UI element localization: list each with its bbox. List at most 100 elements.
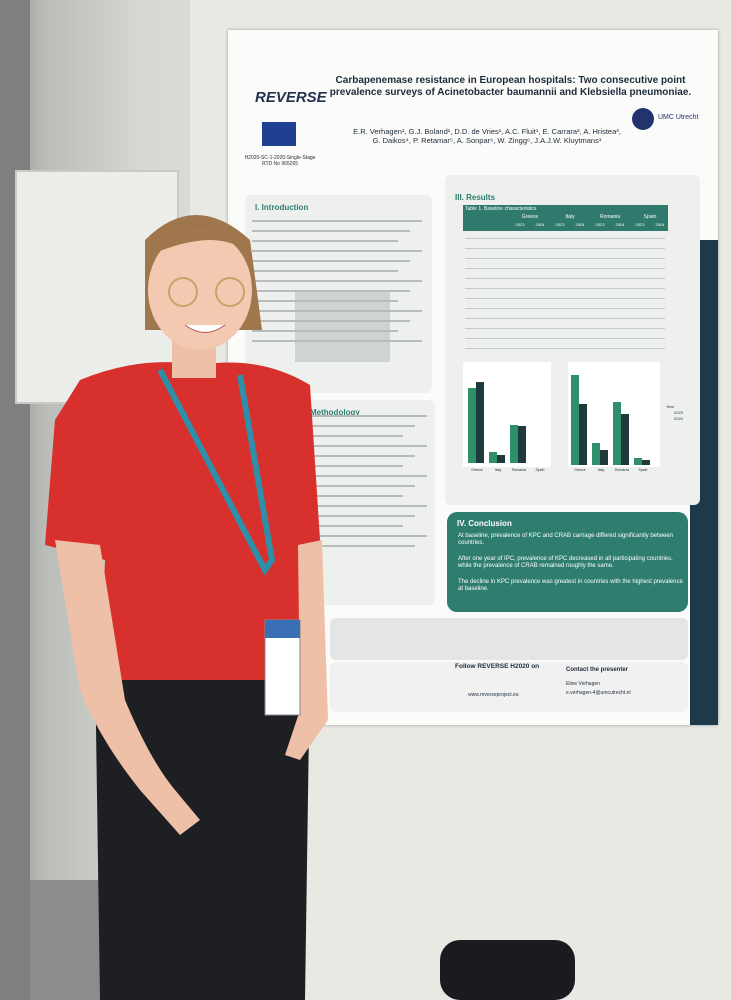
bar-shape — [476, 382, 484, 463]
text-line — [252, 465, 403, 467]
poster-title: Carbapenemase resistance in European hos… — [329, 75, 692, 98]
table-year: 2023 — [595, 222, 605, 227]
text-line — [252, 250, 422, 252]
footer-name: Eline Verhagen — [566, 681, 600, 687]
table-row — [465, 328, 665, 329]
bar-shape — [592, 443, 600, 465]
bar-shape — [600, 450, 608, 465]
text-line — [252, 505, 427, 507]
section-heading: I. Introduction — [255, 203, 309, 212]
bar-shape — [489, 452, 497, 463]
acknowledgement-bar — [330, 618, 688, 660]
text-line — [252, 260, 410, 262]
table-row — [465, 238, 665, 239]
bar-shape — [642, 460, 650, 465]
conclusion-text: After one year of IPC, prevalence of KPC… — [458, 556, 673, 570]
text-line — [252, 330, 398, 332]
text-line — [252, 310, 422, 312]
chart-x-label: Italy — [597, 468, 605, 472]
legend-entry: 2023 — [674, 410, 683, 415]
left-wall — [0, 0, 30, 1000]
text-line — [252, 415, 427, 417]
footer-box — [330, 662, 688, 712]
table-row — [465, 298, 665, 299]
chart-x-label: Greece — [471, 468, 483, 472]
text-line — [252, 515, 415, 517]
footer-email: e.verhagen-4@umcutrecht.nl — [566, 690, 631, 696]
table-country: Romania — [599, 214, 620, 220]
table-header — [463, 205, 668, 231]
badge-header — [265, 620, 300, 638]
bar-shape — [571, 375, 579, 465]
table-year: 2023 — [635, 222, 645, 227]
text-line — [252, 230, 410, 232]
institution: UMC Utrecht — [658, 114, 699, 121]
text-line — [252, 280, 422, 282]
table-year: 2024 — [615, 222, 625, 227]
bar-shape — [518, 426, 526, 463]
table-country: Spain — [643, 214, 657, 220]
right-arm — [285, 540, 328, 760]
legend-title: Year — [666, 404, 675, 409]
face — [148, 230, 252, 350]
text-line — [252, 435, 403, 437]
bar-shape — [497, 455, 505, 463]
text-line — [252, 485, 415, 487]
bag — [440, 940, 575, 1000]
table-year: 2024 — [575, 222, 585, 227]
map — [295, 290, 390, 362]
person — [45, 215, 328, 1000]
chart-x-label: Romania — [614, 468, 629, 472]
trousers — [95, 660, 310, 1000]
text-line — [252, 535, 427, 537]
text-line — [252, 445, 427, 447]
table-country: Greece — [521, 214, 539, 220]
table-country: Italy — [565, 214, 575, 220]
text-line — [252, 290, 410, 292]
text-line — [252, 340, 422, 342]
footer-contact: Contact the presenter — [566, 667, 629, 673]
section-heading: III. Results — [455, 193, 496, 202]
bar-shape — [468, 388, 476, 463]
table-row — [465, 288, 665, 289]
text-line — [252, 525, 403, 527]
text-line — [252, 270, 398, 272]
text-line — [252, 425, 415, 427]
bar-shape — [621, 414, 629, 465]
umc-logo — [632, 108, 654, 130]
text-line — [252, 455, 415, 457]
text-line — [252, 475, 427, 477]
table-caption: Table 1. Baseline characteristics — [465, 206, 537, 212]
charts — [463, 362, 660, 467]
table-row — [465, 338, 665, 339]
bar-shape — [634, 458, 642, 465]
table-row — [465, 258, 665, 259]
conclusion-box — [447, 512, 688, 612]
conclusion-text: The decline in KPC prevalence was greate… — [458, 579, 683, 593]
text-line — [252, 240, 398, 242]
table-year: 2024 — [535, 222, 545, 227]
table-year: 2023 — [555, 222, 565, 227]
footer-follow: Follow REVERSE H2020 on — [455, 663, 540, 670]
text-line — [252, 300, 398, 302]
table-year: 2024 — [655, 222, 665, 227]
table-row — [465, 308, 665, 309]
section-heading: Methodology — [310, 408, 360, 417]
conclusion-text: At baseline, prevalence of KPC and CRAB … — [458, 533, 674, 547]
left-arm — [55, 540, 200, 835]
eu-flag — [262, 122, 296, 146]
chart-x-label: Italy — [494, 468, 502, 472]
text-line — [252, 495, 403, 497]
bar-shape — [510, 425, 518, 463]
lanyard — [157, 368, 276, 576]
text-line — [252, 545, 415, 547]
table-year: 2023 — [515, 222, 525, 227]
legend-entry: 2024 — [674, 416, 683, 421]
smile — [184, 324, 226, 333]
glasses — [215, 277, 245, 307]
table-row — [465, 278, 665, 279]
bar-shape — [613, 402, 621, 465]
text-line — [252, 220, 422, 222]
glasses — [168, 277, 198, 307]
